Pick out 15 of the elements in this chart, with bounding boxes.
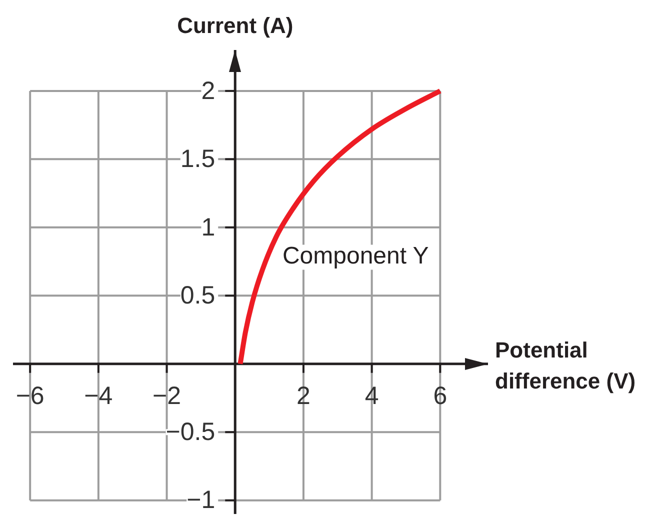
series-label: Component Y [282,242,429,270]
y-tick-label: −0.5 [166,418,216,446]
x-tick-label: 6 [433,382,448,410]
x-tick-label: 4 [364,382,379,410]
x-tick-label: −4 [84,382,113,410]
y-tick-label: 1.5 [180,145,216,174]
x-tick-label: −6 [16,382,44,410]
y-axis-title: Current (A) [177,13,294,38]
y-tick-label: 1 [201,213,216,242]
x-axis-title: Potential difference (V) [495,337,636,394]
x-tick-label: −2 [152,382,182,410]
x-tick-label: 2 [296,382,310,410]
y-tick-label: 0.5 [180,282,216,310]
y-tick-label: −1 [186,486,216,514]
y-tick-label: 2 [201,76,216,105]
